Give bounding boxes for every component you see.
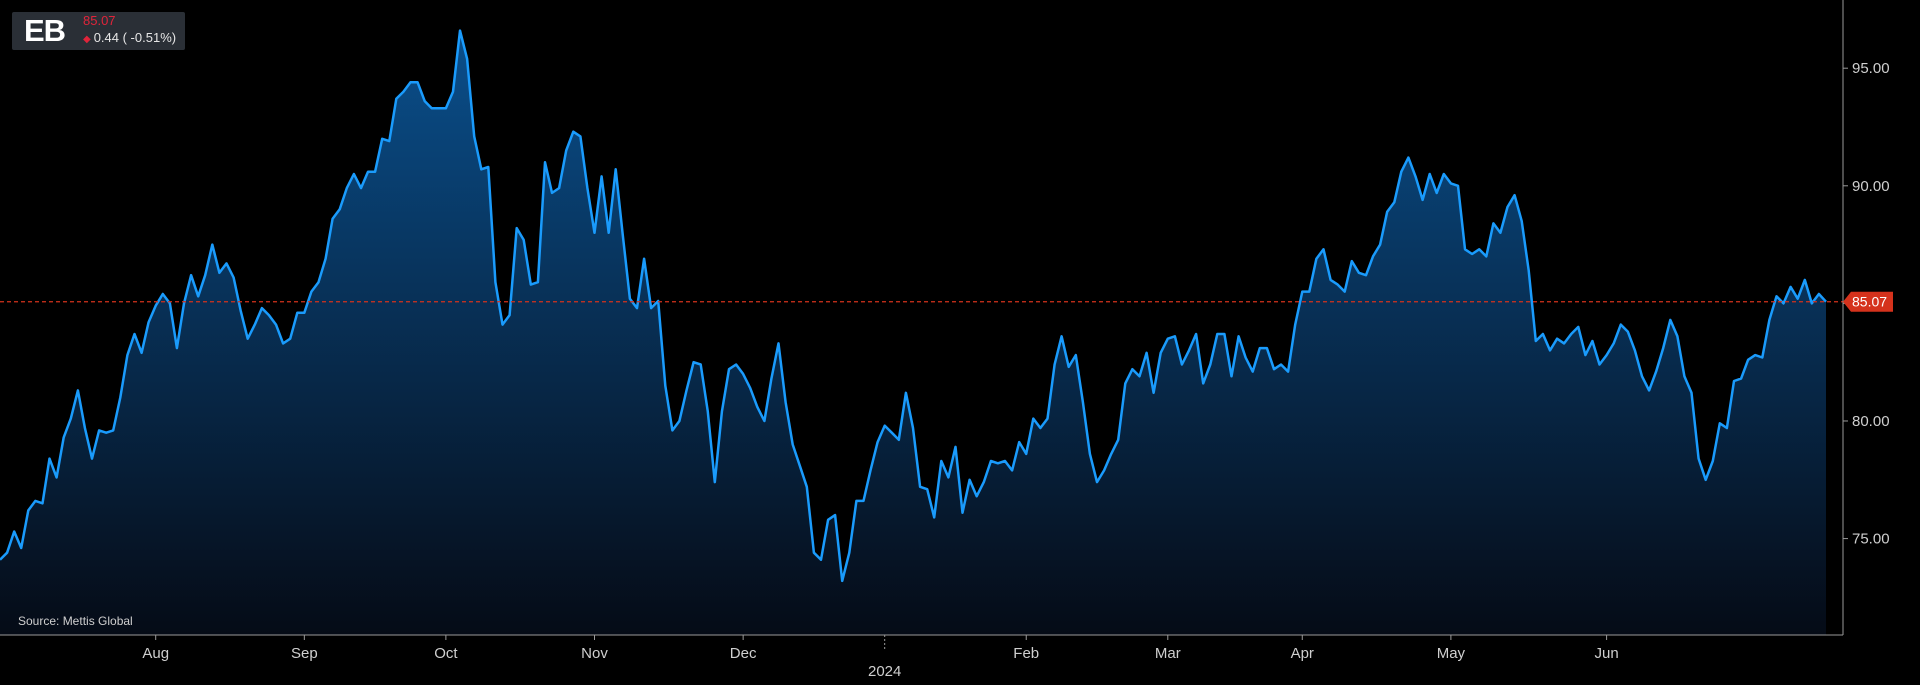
source-note: Source: Mettis Global <box>18 614 133 628</box>
last-price-tag: 85.07 <box>1843 291 1893 312</box>
x-tick-label: Apr <box>1291 645 1314 662</box>
x-tick-label: Dec <box>730 645 757 662</box>
price-series-line <box>0 29 1827 583</box>
price-area-fill <box>0 30 1826 636</box>
x-tick-label: Oct <box>434 645 458 662</box>
y-tick-label: 75.00 <box>1852 531 1890 548</box>
y-tick-label: 80.00 <box>1852 413 1890 430</box>
y-tick-label: 90.00 <box>1852 178 1890 195</box>
ticker-change: ◆ 0.44 ( -0.51%) <box>83 29 176 48</box>
x-tick-label: Aug <box>142 645 169 662</box>
last-price-label: 85.07 <box>1852 294 1887 310</box>
y-tick-label: 95.00 <box>1852 60 1890 77</box>
x-axis: Aug Sep Oct Nov Dec Feb Mar Apr May Jun 2024 <box>0 634 1843 680</box>
x-tick-label: Jun <box>1595 645 1619 662</box>
x-tick-label: Sep <box>291 645 318 662</box>
year-label: 2024 <box>868 663 901 680</box>
x-tick-label: May <box>1437 645 1466 662</box>
x-tick-label: Feb <box>1013 645 1039 662</box>
ticker-price: 85.07 <box>83 13 116 28</box>
ticker-change-value: 0.44 ( -0.51%) <box>93 30 177 45</box>
ticker-badge: EB 85.07 ◆ 0.44 ( -0.51%) <box>12 12 185 50</box>
down-diamond-icon: ◆ <box>83 34 91 45</box>
ticker-symbol: EB <box>24 13 66 48</box>
x-tick-label: Nov <box>581 645 608 662</box>
x-tick-label: Mar <box>1155 645 1181 662</box>
